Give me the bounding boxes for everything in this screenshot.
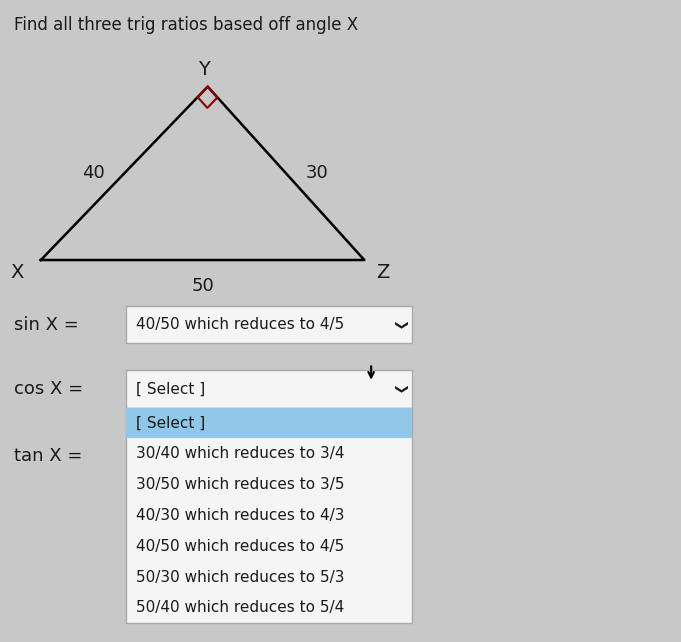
Text: 50/40 which reduces to 5/4: 50/40 which reduces to 5/4 [136,600,345,616]
Text: ❯: ❯ [392,320,405,330]
Text: 30/50 which reduces to 3/5: 30/50 which reduces to 3/5 [136,477,345,492]
Text: 40/50 which reduces to 4/5: 40/50 which reduces to 4/5 [136,317,345,333]
FancyBboxPatch shape [126,408,412,438]
Text: ❯: ❯ [392,384,405,394]
FancyBboxPatch shape [126,408,412,623]
Text: 40/50 which reduces to 4/5: 40/50 which reduces to 4/5 [136,539,345,554]
Text: cos X =: cos X = [14,380,83,398]
Text: 40: 40 [82,164,105,182]
Text: Find all three trig ratios based off angle X: Find all three trig ratios based off ang… [14,16,358,34]
Text: 50/30 which reduces to 5/3: 50/30 which reduces to 5/3 [136,569,345,585]
FancyBboxPatch shape [126,306,412,343]
Text: 50: 50 [191,277,214,295]
Text: sin X =: sin X = [14,316,78,334]
Text: X: X [10,263,24,282]
FancyBboxPatch shape [126,370,412,408]
Text: [ Select ]: [ Select ] [136,381,206,397]
Text: 40/30 which reduces to 4/3: 40/30 which reduces to 4/3 [136,508,345,523]
Text: 30/40 which reduces to 3/4: 30/40 which reduces to 3/4 [136,446,345,462]
Text: Z: Z [377,263,390,282]
Text: tan X =: tan X = [14,447,82,465]
Text: Y: Y [198,60,210,79]
Text: [ Select ]: [ Select ] [136,415,206,431]
Text: 30: 30 [305,164,328,182]
